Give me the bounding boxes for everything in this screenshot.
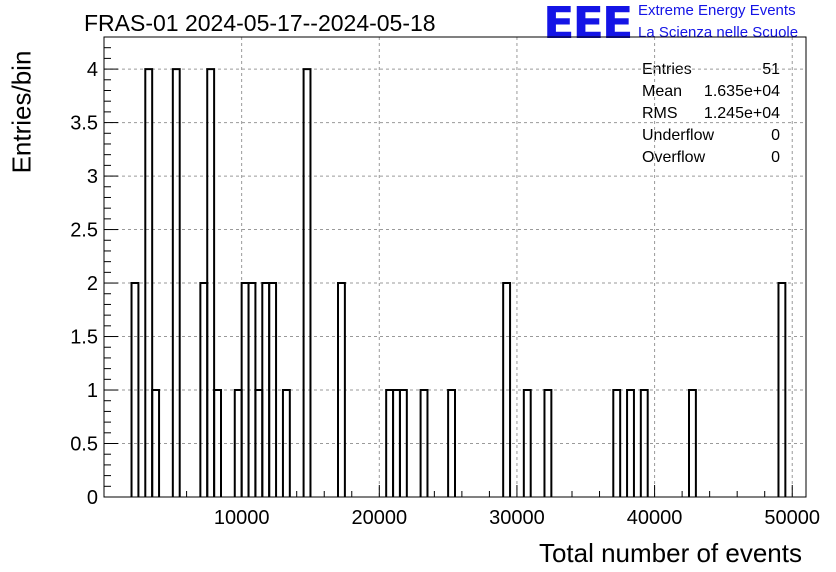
axes: 10000 20000 30000 40000 50000 0 0.5 1 1.5 2 2.5 3 3.… — [70, 36, 820, 529]
histogram-bar — [151, 389, 161, 497]
y-tick-label: 0.5 — [70, 434, 98, 456]
y-tick-label: 3 — [87, 166, 98, 188]
x-tick-label: 40000 — [627, 507, 683, 529]
histogram-bar — [130, 282, 140, 497]
histogram-bar — [398, 389, 408, 497]
x-axis-label: Total number of events — [538, 538, 802, 568]
histogram-bar — [522, 389, 532, 497]
histogram-bar — [302, 68, 312, 497]
plot-frame — [103, 36, 807, 498]
histogram-bar — [419, 389, 429, 497]
histogram-bar — [639, 389, 649, 497]
stats-row-overflow: Overflow 0 — [642, 149, 780, 171]
y-tick-label: 2.5 — [70, 220, 98, 242]
eee-logo-mark: EEE — [543, 0, 633, 49]
overflow-value: 0 — [771, 149, 780, 166]
y-tick-label: 1 — [87, 380, 98, 402]
mean-value: 1.635e+04 — [703, 83, 780, 100]
stats-row-mean: Mean 1.635e+04 — [642, 83, 780, 105]
stats-row-underflow: Underflow 0 — [642, 127, 780, 149]
histogram-bar — [502, 282, 512, 497]
histogram-bar — [612, 389, 622, 497]
x-tick-label: 20000 — [351, 507, 407, 529]
histogram-bar — [337, 282, 346, 497]
histogram-bar — [626, 389, 635, 497]
histogram-bar — [281, 389, 291, 497]
histogram-bar — [268, 282, 278, 497]
x-tick-label: 10000 — [214, 507, 270, 529]
eee-logo-line1: Extreme Energy Events — [638, 2, 796, 19]
histogram-bar — [688, 389, 697, 497]
stats-row-rms: RMS 1.245e+04 — [642, 105, 780, 127]
x-tick-label: 30000 — [489, 507, 545, 529]
rms-label: RMS — [642, 105, 678, 122]
overflow-label: Overflow — [642, 149, 706, 166]
histogram-bar — [144, 68, 154, 497]
chart-title: FRAS-01 2024-05-17--2024-05-18 — [84, 10, 436, 36]
y-tick-label: 2 — [87, 273, 98, 295]
histogram-bar — [777, 282, 787, 497]
underflow-label: Underflow — [642, 127, 715, 144]
y-tick-label: 1.5 — [70, 327, 98, 349]
histogram-bar — [206, 68, 216, 497]
y-tick-label: 4 — [87, 59, 98, 81]
y-tick-label: 3.5 — [70, 113, 98, 135]
mean-label: Mean — [642, 83, 683, 100]
x-tick-label: 50000 — [764, 507, 820, 529]
rms-value: 1.245e+04 — [703, 105, 780, 122]
histogram-bar — [447, 389, 456, 497]
y-tick-label: 0 — [87, 487, 98, 509]
histogram-bar — [213, 389, 222, 497]
underflow-value: 0 — [771, 127, 780, 144]
histogram-bar — [171, 68, 181, 497]
histogram-bars — [130, 68, 787, 497]
histogram-bar — [543, 389, 553, 497]
